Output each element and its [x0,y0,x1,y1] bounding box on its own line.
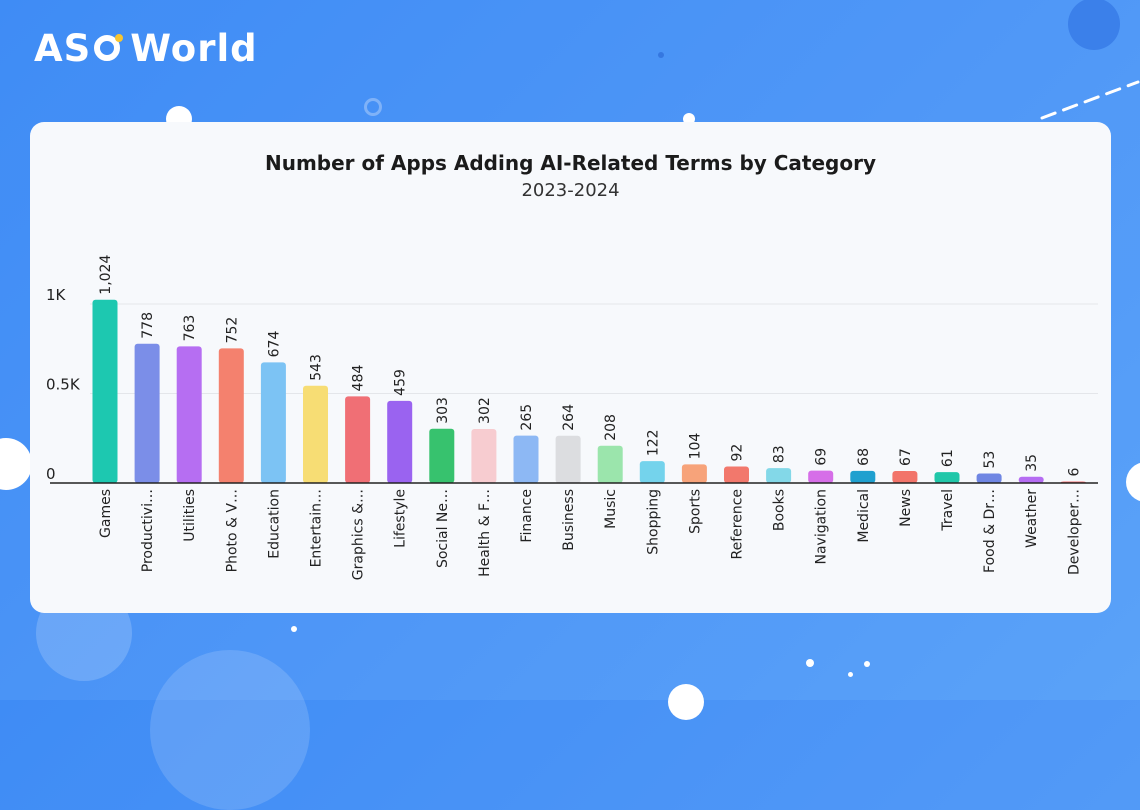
logo-o-icon [94,34,124,61]
x-tick-label: Medical [856,489,872,543]
bar-value-label: 264 [561,404,577,431]
aso-world-logo: AS World [34,26,258,70]
y-tick-label: 1K [46,286,67,304]
decorative-dot [848,672,853,677]
bar-value-label: 674 [266,331,282,358]
bar [976,473,1002,483]
x-tick-label: Developer… [1066,489,1082,575]
bar [134,343,160,483]
bar-value-label: 543 [309,354,325,381]
bar-value-label: 208 [603,414,619,441]
bar-value-label: 303 [435,397,451,424]
x-tick-label: Business [561,489,577,551]
bar [850,470,876,483]
decorative-dot [0,438,32,490]
bar [892,471,918,483]
decorative-circle [1068,0,1120,50]
x-tick-label: Photo & V… [224,489,240,572]
bar [92,299,118,483]
bar [555,435,581,483]
bar-value-label: 92 [730,444,746,462]
x-tick-label: Navigation [814,489,830,565]
x-tick-label: Education [266,489,282,559]
x-tick-label: Shopping [645,489,661,555]
x-tick-label: Entertain… [309,489,325,567]
bar [471,428,497,483]
x-tick-label: News [898,489,914,527]
x-tick-label: Food & Dr… [982,489,998,573]
bar [724,466,749,483]
bar-value-label: 302 [477,397,493,424]
bar [681,464,707,483]
x-tick-label: Finance [519,489,535,543]
bar [345,396,371,483]
bar-value-label: 763 [182,315,198,342]
x-tick-label: Music [603,489,619,529]
x-tick-label: Games [98,489,114,538]
x-tick-label: Productivi… [140,489,156,572]
decorative-ring [364,98,382,116]
bar-value-label: 53 [982,451,998,469]
logo-text: World [130,26,258,70]
x-tick-label: Lifestyle [393,489,409,548]
decorative-dashed-line [1040,80,1140,120]
bar-value-label: 484 [351,365,367,392]
bar [808,470,834,483]
bar-value-label: 61 [940,449,956,467]
decorative-dot [668,684,704,720]
bar [513,435,539,483]
bar [597,445,623,483]
x-tick-label: Travel [940,489,956,532]
decorative-circle [150,650,310,810]
bar-value-label: 1,024 [98,255,114,295]
decorative-dot [291,626,297,632]
y-tick-label: 0 [46,465,56,483]
bar [176,346,202,483]
x-tick-label: Weather [1024,489,1040,548]
chart-title: Number of Apps Adding AI-Related Terms b… [264,151,877,175]
bar [387,400,413,483]
chart-subtitle: 2023-2024 [521,180,620,201]
bar [639,461,665,483]
bar-value-label: 752 [224,317,240,344]
bar [766,468,792,483]
decorative-dot [864,661,870,667]
x-tick-label: Graphics &… [351,489,367,580]
bar-value-label: 778 [140,312,156,339]
bar-value-label: 6 [1066,468,1082,477]
bar-value-label: 459 [393,369,409,396]
y-tick-label: 0.5K [46,376,81,394]
bar-value-label: 122 [645,429,661,456]
x-tick-label: Social Ne… [435,489,451,568]
bar [934,472,960,483]
x-tick-label: Books [772,489,788,531]
decorative-dot [1126,462,1140,502]
bar [429,428,455,483]
bar-value-label: 265 [519,404,535,431]
bar-value-label: 68 [856,448,872,466]
bar [260,362,286,483]
bar [1018,476,1044,483]
bar [218,348,244,483]
x-tick-label: Sports [687,489,703,534]
bar [303,385,328,483]
bar-value-label: 83 [772,445,788,463]
decorative-dot [806,659,814,667]
bar-value-label: 35 [1024,454,1040,472]
x-tick-label: Reference [730,489,746,560]
x-tick-label: Utilities [182,489,198,542]
logo-text: AS [34,26,92,70]
x-tick-label: Health & F… [477,489,493,577]
bar-value-label: 67 [898,448,914,466]
chart-card: Number of Apps Adding AI-Related Terms b… [30,122,1111,613]
bar-chart: 0 0.5K 1K 1,024 Games 778 Productivi… 763 Utilit… [46,255,1098,580]
bar-value-label: 69 [814,448,830,466]
decorative-dot [658,52,664,58]
bar-value-label: 104 [687,433,703,460]
